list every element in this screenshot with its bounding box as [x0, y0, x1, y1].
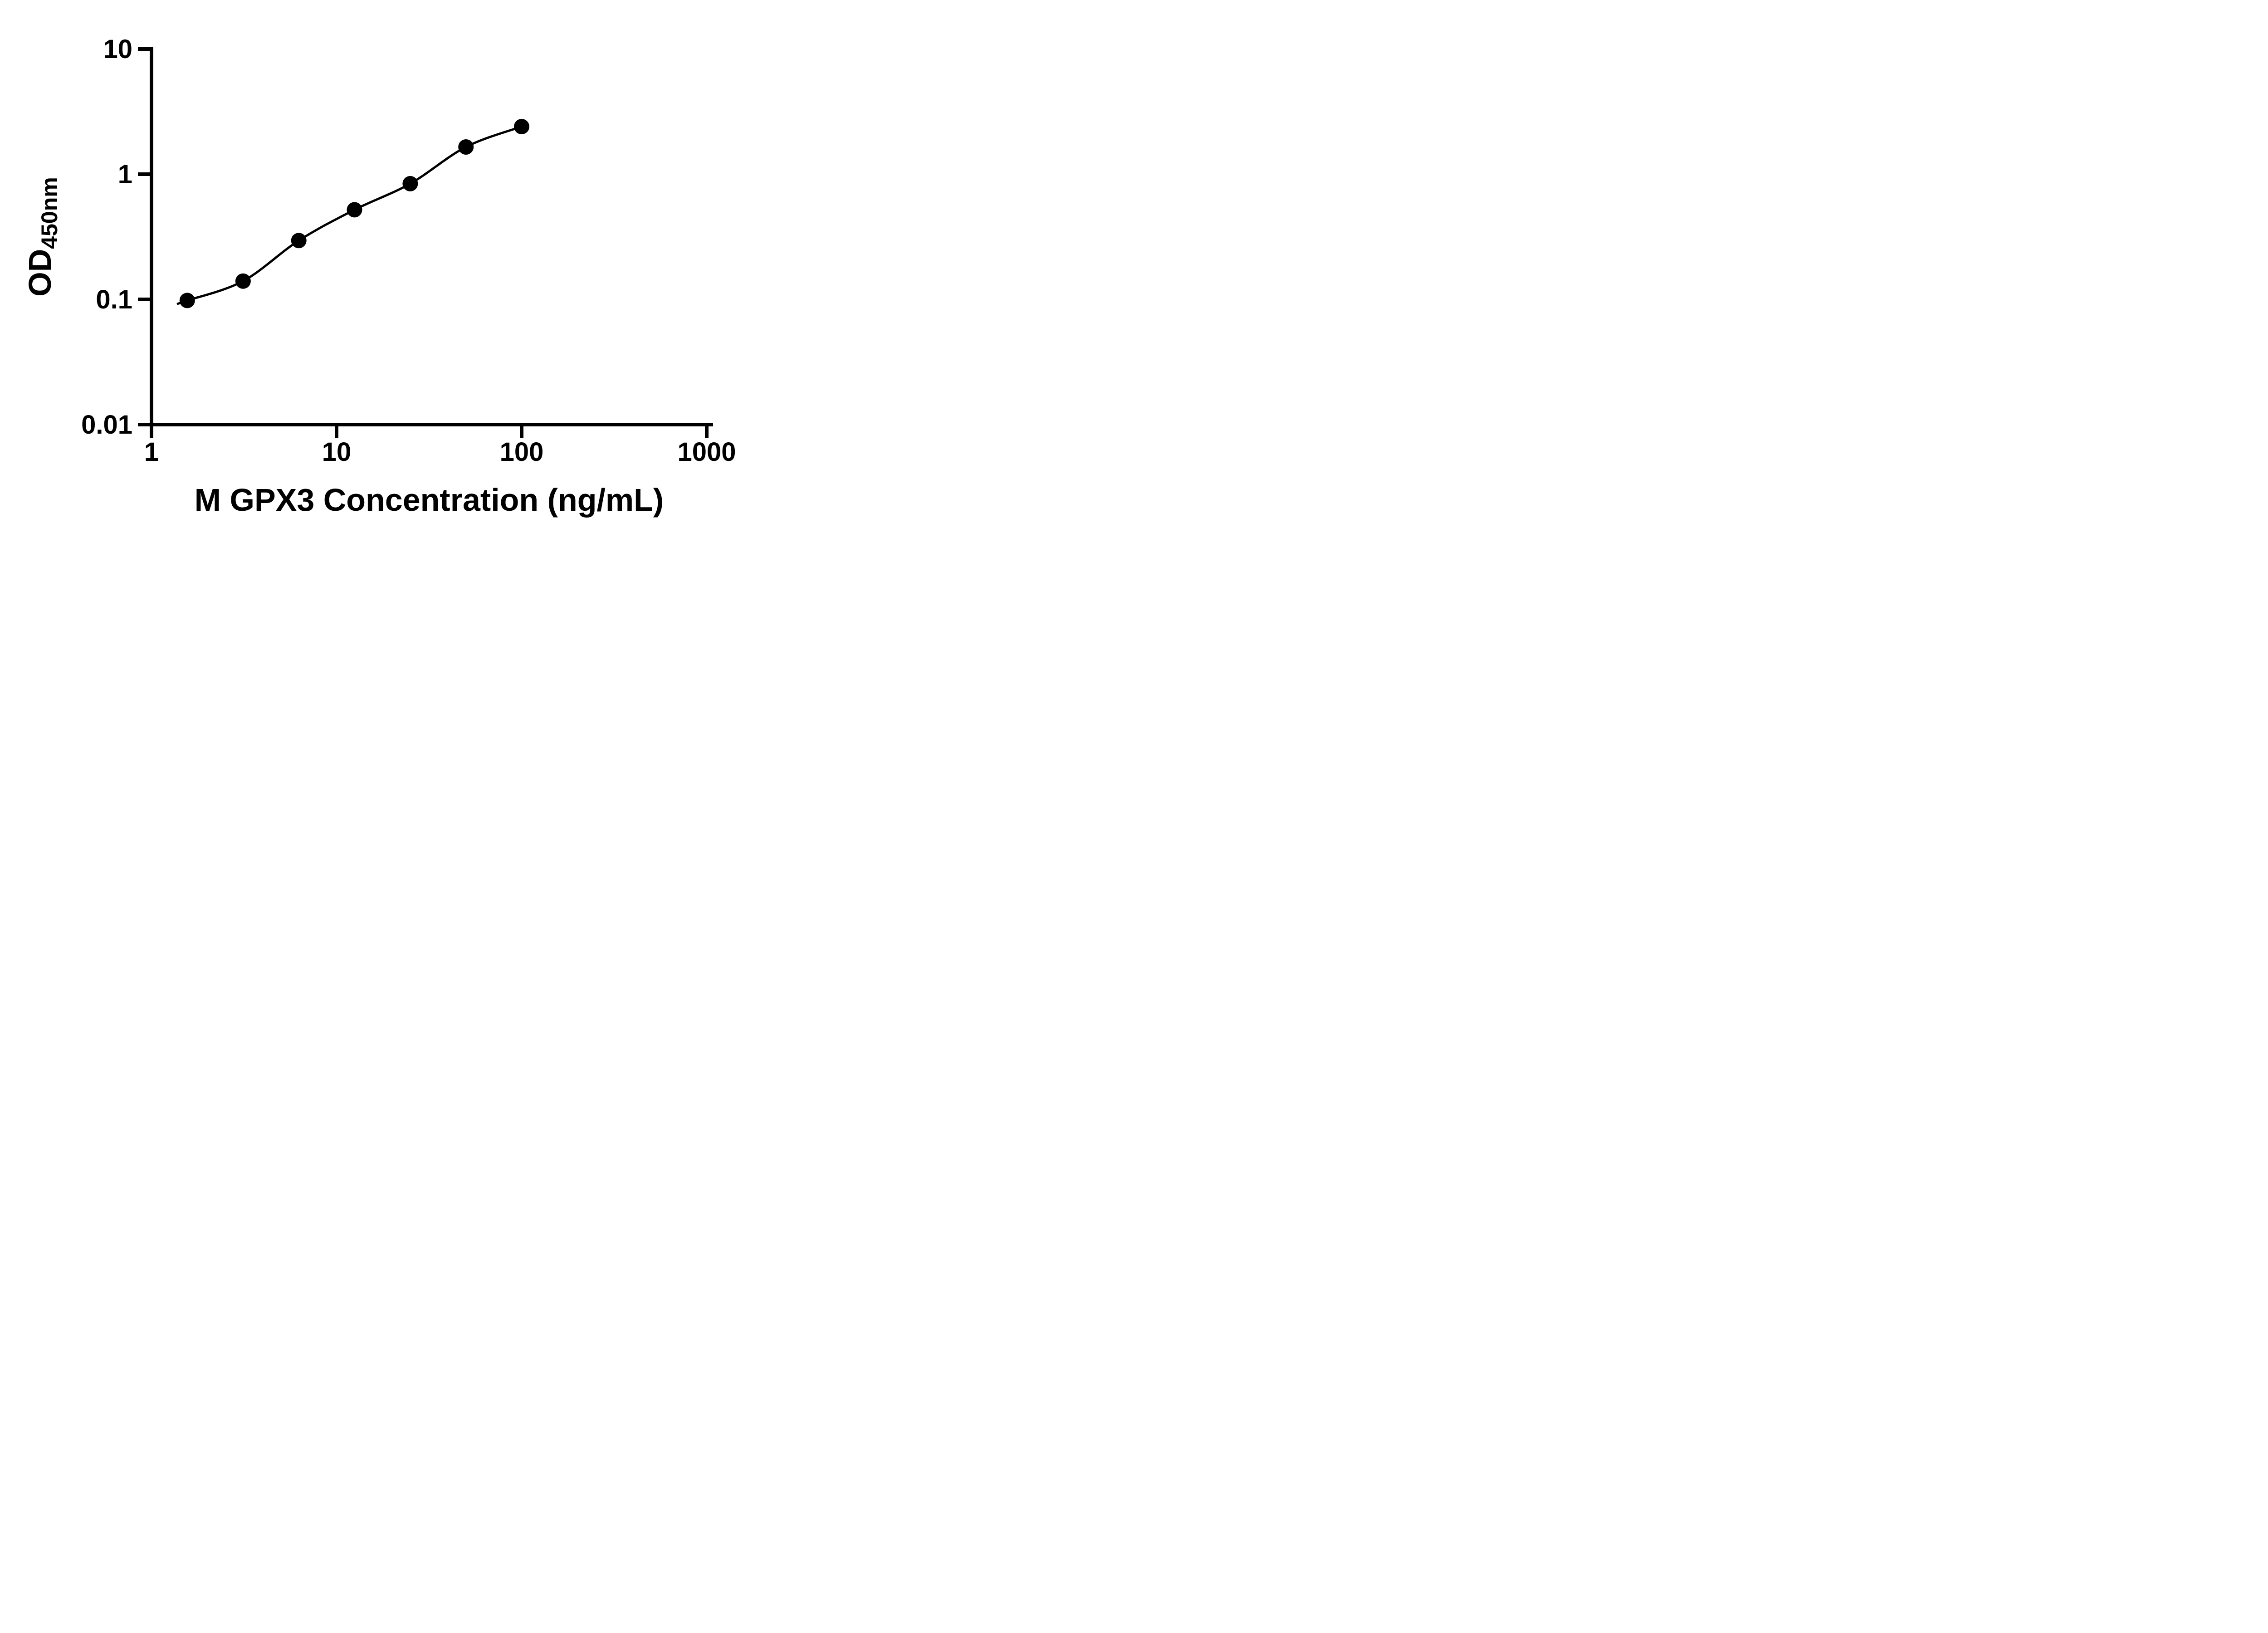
y-tick-label: 10: [103, 34, 132, 64]
data-point-marker: [347, 202, 362, 218]
data-point-marker: [458, 139, 474, 155]
data-points: [179, 119, 529, 308]
y-tick-label: 0.01: [81, 410, 132, 440]
x-tick-labels: 1 10 100 1000: [144, 437, 736, 467]
y-axis-title: OD450nm: [22, 177, 62, 296]
data-point-marker: [514, 119, 529, 135]
y-tick-label: 1: [118, 160, 132, 189]
y-tick-label: 0.1: [96, 285, 132, 314]
x-tick-marks: [150, 425, 709, 438]
x-tick-label: 1: [144, 437, 159, 467]
y-tick-labels: 0.01 0.1 1 10: [81, 34, 132, 440]
y-tick-marks: [138, 47, 152, 426]
x-axis-title: M GPX3 Concentration (ng/mL): [195, 482, 664, 518]
chart-svg: 0.01 0.1 1 10 1 10 100 1000 M GPX3 Concentrati…: [22, 34, 736, 518]
y-axis-title-subscript: 450nm: [37, 177, 62, 249]
chart-figure: 0.01 0.1 1 10 1 10 100 1000 M GPX3 Concentrati…: [0, 0, 777, 544]
y-axis-title-main: OD: [22, 249, 58, 297]
data-point-marker: [235, 273, 251, 289]
data-point-marker: [179, 293, 195, 308]
data-point-marker: [291, 233, 307, 249]
data-point-marker: [402, 176, 418, 191]
x-tick-label: 100: [500, 437, 544, 467]
x-tick-label: 1000: [677, 437, 736, 467]
x-tick-label: 10: [322, 437, 352, 467]
